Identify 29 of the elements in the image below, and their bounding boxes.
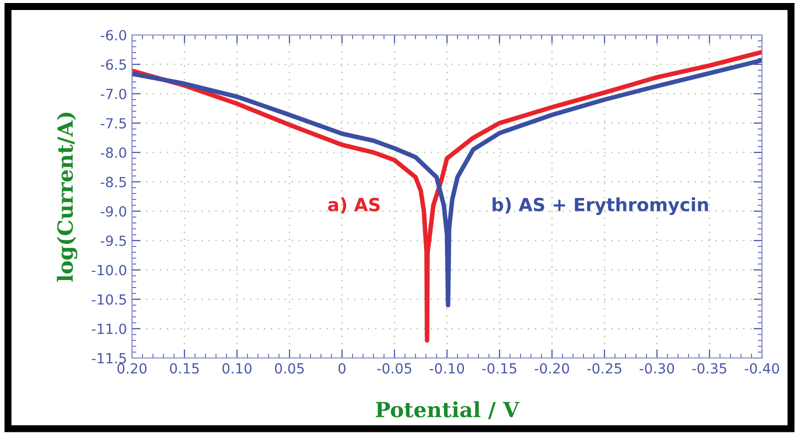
x-tick-label: -0.15 [482,363,516,374]
x-axis-title: Potential / V [376,401,520,420]
x-tick-label: 0.10 [222,363,252,374]
y-tick-label: -10.0 [92,264,126,276]
y-tick-label: -8.5 [100,176,126,188]
y-tick-label: -8.0 [100,147,126,158]
y-tick-label: -9.5 [100,236,126,246]
x-tick-label: 0.15 [170,363,199,374]
x-tick-label: 0.20 [117,363,147,374]
x-tick-label: -0.40 [744,363,780,374]
text: a) AS [328,197,380,214]
y-tick-label: -7.5 [100,118,126,129]
x-tick-label: -0.20 [534,363,570,374]
y-tick-label: -6.0 [100,30,126,40]
y-axis-title: log(Current/A) [56,112,78,282]
x-tick-label: 0 [338,363,346,374]
y-tick-label: -7.0 [100,88,126,100]
x-tick-label: -0.05 [377,363,412,374]
x-tick-label: -0.30 [640,363,674,374]
y-tick-label: -9.0 [100,206,126,217]
y-tick-label: -10.5 [92,294,126,305]
x-tick-label: -0.10 [430,363,464,374]
x-tick-label: 0.05 [274,363,304,374]
text: b) AS + Erythromycin [492,197,708,215]
x-tick-label: -0.25 [587,363,622,374]
x-tick-label: -0.35 [692,363,726,374]
y-tick-label: -6.5 [100,59,126,70]
y-tick-label: -11.0 [92,324,126,334]
y-tick-label: -11.5 [92,353,126,364]
